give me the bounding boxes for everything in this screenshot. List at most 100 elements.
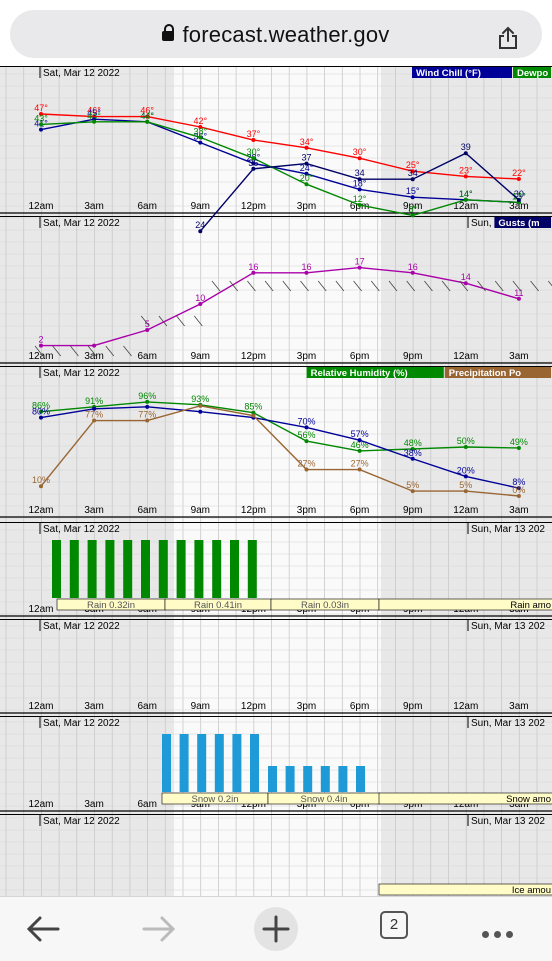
gusts-point (198, 229, 203, 234)
rain-bar (176, 540, 186, 598)
plus-icon[interactable] (252, 905, 300, 953)
wind-barb (370, 280, 380, 292)
time-axis-label: 9am (191, 505, 210, 516)
wind-chill-data-label: 45° (87, 108, 101, 118)
time-axis-label: 9am (191, 799, 210, 810)
legend-box (444, 367, 551, 378)
temperature-data-label: 37° (247, 129, 261, 139)
snow-amount-block (378, 792, 552, 805)
sustained-wind-data-label: 10 (195, 293, 205, 303)
gusts-point (251, 166, 256, 171)
dewpoint-point (198, 135, 203, 140)
temperature-rh-data-label: 57% (351, 429, 369, 439)
dewpoint-point (463, 197, 468, 202)
day-background (174, 66, 381, 896)
temperature-point (410, 169, 415, 174)
sustained-wind-data-label: 16 (248, 262, 258, 272)
wind-barb (52, 345, 62, 357)
tab-count[interactable]: 2 (380, 911, 408, 939)
dewpoint-data-label: 44° (87, 111, 101, 121)
temperature-data-label: 46° (87, 106, 101, 116)
relative-humidity-point (410, 446, 415, 451)
wind-chill-data-label: 18° (353, 178, 367, 188)
time-axis-label: 3am (84, 201, 103, 212)
relative-humidity-data-label: 48% (404, 438, 422, 448)
temperature-rh-data-label: 8% (512, 477, 525, 487)
snow-bar (179, 734, 189, 792)
precip-potential-data-label: 10% (32, 475, 50, 485)
panel-date-right: Sun, M (471, 218, 503, 229)
time-axis-label: 12am (28, 505, 53, 516)
dewpoint-data-label: 43° (34, 113, 48, 123)
forecast-graph: Sat, Mar 12 2022 Dewpo Wind Chill (°F) 12am… (0, 66, 552, 896)
time-axis-label: 9pm (403, 505, 422, 516)
temperature-point (304, 145, 309, 150)
sustained-wind-point (516, 296, 521, 301)
back-arrow-icon[interactable] (20, 905, 68, 953)
wind-barb (247, 280, 256, 292)
time-axis-label: 12am (28, 604, 53, 615)
temperature-point (463, 174, 468, 179)
rain-bar (105, 540, 115, 598)
address-bar[interactable]: forecast.weather.gov (10, 10, 542, 58)
wind-barb (353, 280, 362, 292)
forward-arrow-icon[interactable] (134, 905, 182, 953)
time-axis-label: 9pm (403, 201, 422, 212)
sustained-wind-point (304, 270, 309, 275)
time-axis-label: 12am (453, 351, 478, 362)
snow-bar (250, 734, 259, 792)
wind-barb (300, 280, 309, 292)
dewpoint-point (357, 203, 362, 207)
time-axis-label: 3pm (297, 201, 316, 212)
url-display[interactable]: forecast.weather.gov (10, 22, 542, 48)
legend-box (494, 217, 551, 228)
relative-humidity-point (463, 445, 468, 449)
share-icon[interactable] (498, 26, 518, 50)
dewpoint-data-label: 30° (247, 147, 261, 157)
temperature-rh-point (92, 406, 97, 411)
precip-potential-point (463, 489, 468, 494)
temperature-point (516, 177, 521, 181)
sustained-wind-data-label: 17 (355, 257, 365, 267)
more-dots-icon[interactable] (482, 925, 518, 943)
gusts-point (357, 177, 362, 182)
relative-humidity-data-label: 85% (244, 402, 262, 412)
sustained-wind-data-label: 11 (514, 288, 523, 298)
relative-humidity-point (516, 445, 521, 450)
time-axis-label: 3am (84, 351, 103, 362)
time-axis-label: 9pm (403, 799, 422, 810)
wind-chill-point (39, 127, 43, 132)
precip-potential-point (410, 489, 415, 494)
time-axis-label: 3pm (297, 351, 316, 362)
legend-label: Precipitation Po (449, 368, 522, 379)
rain-amount-title: Rain amo (510, 600, 551, 611)
legend-label: Gusts (m (498, 218, 539, 229)
time-axis-label: 6pm (350, 701, 369, 712)
legend-box (513, 67, 551, 78)
temperature-rh-line (40, 406, 520, 489)
precip-potential-data-label: 27% (351, 459, 369, 469)
snow-amount-title: Snow amo (506, 794, 551, 805)
snow-bar (338, 766, 348, 792)
wind-chill-data-label: 13° (512, 191, 526, 201)
panel-date-left: Sat, Mar 12 2022 (43, 218, 120, 229)
time-axis-label: 9am (191, 701, 210, 712)
rain-amount-label: Rain 0.32in (87, 600, 135, 611)
relative-humidity-point (304, 439, 309, 444)
rain-bar (158, 540, 168, 598)
rain-amount-label: Rain 0.03in (301, 600, 349, 611)
wind-barb (211, 280, 221, 292)
snow-bar (268, 766, 277, 792)
precip-potential-data-label: 77% (138, 410, 156, 420)
wind-barb (335, 280, 345, 292)
snow-bar (197, 734, 207, 792)
relative-humidity-data-label: 50% (457, 436, 475, 446)
temperature-rh-point (304, 425, 309, 430)
wind-barb (388, 280, 398, 292)
wind-barb (477, 280, 486, 292)
temperature-point (357, 156, 362, 161)
time-axis-label: 3am (509, 799, 528, 810)
panel-date-right: Sun, Mar 13 202 (471, 621, 545, 632)
panel-date-right: Sun, Mar 13 202 (471, 524, 545, 535)
legend-label: Dewpo (517, 68, 548, 79)
